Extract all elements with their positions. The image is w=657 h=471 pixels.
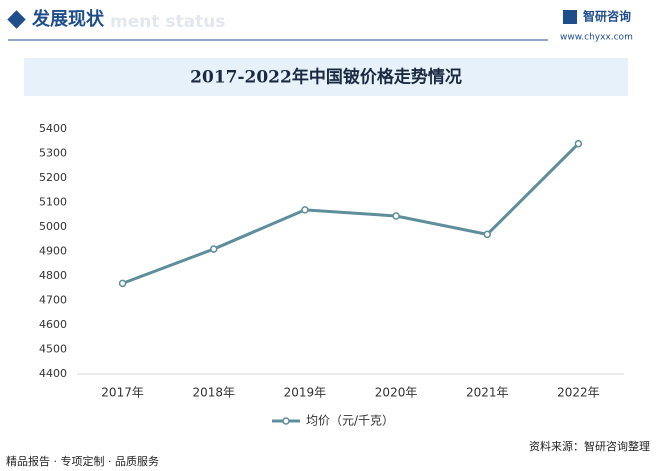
chart-title: 2017-2022年中国铍价格走势情况 — [190, 67, 462, 88]
brand-logo — [563, 10, 577, 24]
brand-name: 智研咨询 — [582, 9, 631, 24]
website: www.chyxx.com — [560, 33, 633, 43]
point — [392, 212, 400, 220]
footer-slogan: 精品报告 · 专项定制 · 品质服务 — [6, 454, 159, 468]
y-tick-label: 5100 — [39, 196, 67, 209]
y-tick-label: 4800 — [39, 269, 67, 282]
y-tick-label: 5200 — [39, 171, 67, 184]
x-tick-label: 2021年 — [466, 386, 509, 400]
header-icon — [7, 10, 26, 29]
y-tick-label: 4500 — [39, 343, 67, 356]
x-tick-label: 2019年 — [284, 386, 327, 400]
header-title: 发展现状 — [31, 8, 105, 30]
point — [301, 206, 309, 214]
title-band — [24, 58, 628, 96]
x-tick-label: 2020年 — [375, 386, 418, 400]
y-tick-label: 4900 — [39, 245, 67, 258]
y-tick-label: 5300 — [39, 147, 67, 160]
line — [122, 142, 580, 285]
legend-marker — [282, 417, 290, 425]
footer-band — [0, 452, 657, 471]
header-subtitle: ment status — [110, 12, 225, 32]
y-tick-label: 4700 — [39, 294, 67, 307]
x-tick-label: 2017年 — [101, 386, 144, 400]
x-tick-label: 2018年 — [192, 386, 235, 400]
point — [574, 139, 583, 148]
plot: 4400 4500 4600 4700 4800 4900 5000 5100 5200 5300… — [39, 122, 624, 428]
point — [118, 279, 127, 288]
point — [210, 245, 218, 253]
x-tick-label: 2022年 — [557, 386, 600, 400]
footer-source: 资料来源：智研咨询整理 — [529, 439, 650, 453]
y-tick-label: 4400 — [39, 367, 67, 380]
point — [483, 230, 491, 239]
y-tick-label: 5000 — [39, 220, 67, 233]
legend-label: 均价（元/千克） — [306, 414, 394, 428]
y-tick-label: 5400 — [39, 122, 67, 135]
y-tick-label: 4600 — [39, 318, 67, 331]
